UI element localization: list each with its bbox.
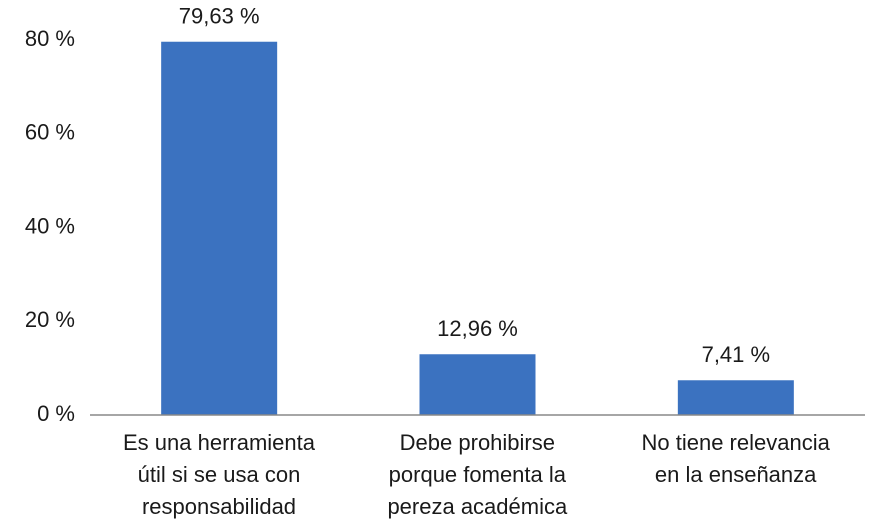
bar [419, 354, 536, 415]
y-tick-label: 20 % [25, 307, 75, 332]
value-label: 7,41 % [702, 342, 771, 367]
bar [161, 41, 278, 415]
value-label: 12,96 % [437, 316, 518, 341]
y-tick-label: 0 % [37, 401, 75, 426]
bar [677, 380, 794, 415]
x-tick-label: No tiene relevancia en la enseñanza [641, 430, 830, 487]
x-tick-label: Debe prohibirse porque fomenta la pereza… [387, 430, 568, 519]
y-tick-label: 80 % [25, 26, 75, 51]
value-label: 79,63 % [179, 4, 260, 29]
x-tick-label: Es una herramienta útil si se usa con re… [123, 430, 315, 519]
y-tick-label: 40 % [25, 213, 75, 238]
y-tick-label: 60 % [25, 120, 75, 145]
